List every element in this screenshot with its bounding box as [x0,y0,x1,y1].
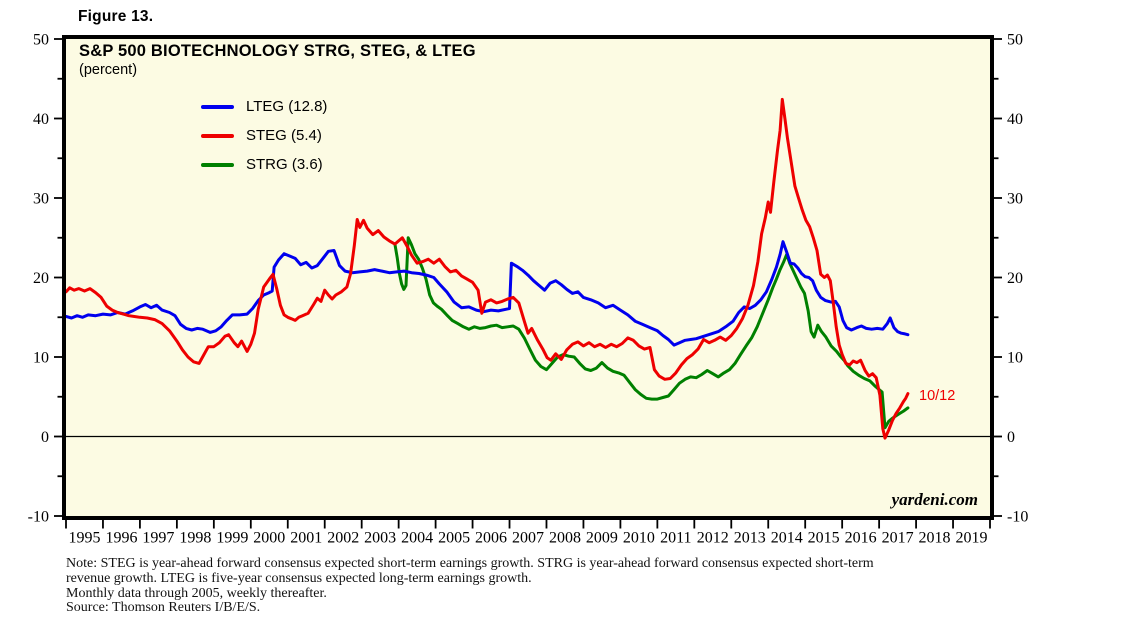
x-axis-year-label: 1995 [68,530,100,547]
note-line-1: Note: STEG is year-ahead forward consens… [66,556,874,571]
x-axis-year-label: 2017 [882,530,914,547]
y-axis-label-right: 0 [1007,429,1015,446]
x-axis-year-label: 1996 [105,530,137,547]
figure-label: Figure 13. [78,8,154,25]
x-axis-year-label: 1997 [142,530,174,547]
x-axis-year-label: 2010 [623,530,655,547]
lteg-line-swatch [201,104,234,109]
series-line-steg [66,97,910,440]
x-axis-year-label: 2000 [253,530,285,547]
note-line-3: Monthly data through 2005, weekly therea… [66,585,327,601]
legend-item-steg: STEG (5.4) [201,121,327,150]
legend-label-lteg: LTEG (12.8) [246,98,328,115]
x-axis-year-label: 2007 [512,530,544,547]
chart-frame [62,35,994,520]
x-axis-year-label: 1999 [216,530,248,547]
x-axis-year-label: 2016 [845,530,877,547]
chart-notes: Note: STEG is year-ahead forward consens… [66,556,874,616]
y-axis-label-left: 50 [33,32,49,49]
y-axis-label-left: 30 [33,191,49,208]
x-axis-year-label: 1998 [179,530,211,547]
legend-label-strg: STRG (3.6) [246,156,323,173]
x-axis-year-label: 2018 [919,530,951,547]
last-point-date-label: 10/12 [919,388,956,404]
x-axis-year-label: 2001 [290,530,322,547]
y-axis-label-right: 20 [1007,270,1023,287]
y-axis-label-right: 50 [1007,32,1023,49]
legend-label-steg: STEG (5.4) [246,127,322,144]
watermark: yardeni.com [891,490,978,509]
x-axis-year-label: 2002 [327,530,359,547]
chart-title: S&P 500 BIOTECHNOLOGY STRG, STEG, & LTEG [79,42,476,60]
x-axis-year-label: 2003 [364,530,396,547]
x-axis-year-label: 2013 [734,530,766,547]
strg-line-swatch [201,162,234,167]
steg-line-swatch [201,133,234,138]
x-axis-year-label: 2014 [771,530,803,547]
legend-item-lteg: LTEG (12.8) [201,92,327,121]
y-axis-label-left: 10 [33,350,49,367]
x-axis-year-label: 2004 [401,530,433,547]
note-line-4: Source: Thomson Reuters I/B/E/S. [66,600,261,616]
legend: LTEG (12.8) STEG (5.4) STRG (3.6) [201,92,327,179]
x-axis-year-label: 2019 [956,530,988,547]
series-line-lteg [66,240,910,347]
x-axis-year-label: 2009 [586,530,618,547]
x-axis-year-label: 2015 [808,530,840,547]
note-line-2: revenue growth. LTEG is five-year consen… [66,570,532,586]
x-axis-year-label: 2005 [438,530,470,547]
y-axis-label-left: 20 [33,270,49,287]
y-axis-label-right: -10 [1007,509,1028,526]
x-axis-year-label: 2006 [475,530,507,547]
x-axis-year-label: 2011 [660,530,691,547]
y-axis-label-left: 0 [41,429,49,446]
chart-subtitle: (percent) [79,62,138,78]
series-line-strg [393,236,910,430]
x-axis-year-label: 2008 [549,530,581,547]
x-axis-year-label: 2012 [697,530,729,547]
y-axis-label-left: -10 [28,509,49,526]
y-axis-label-right: 30 [1007,191,1023,208]
legend-item-strg: STRG (3.6) [201,150,327,179]
y-axis-label-right: 40 [1007,111,1023,128]
y-axis-label-left: 40 [33,111,49,128]
y-axis-label-right: 10 [1007,350,1023,367]
plot-area [64,37,992,518]
